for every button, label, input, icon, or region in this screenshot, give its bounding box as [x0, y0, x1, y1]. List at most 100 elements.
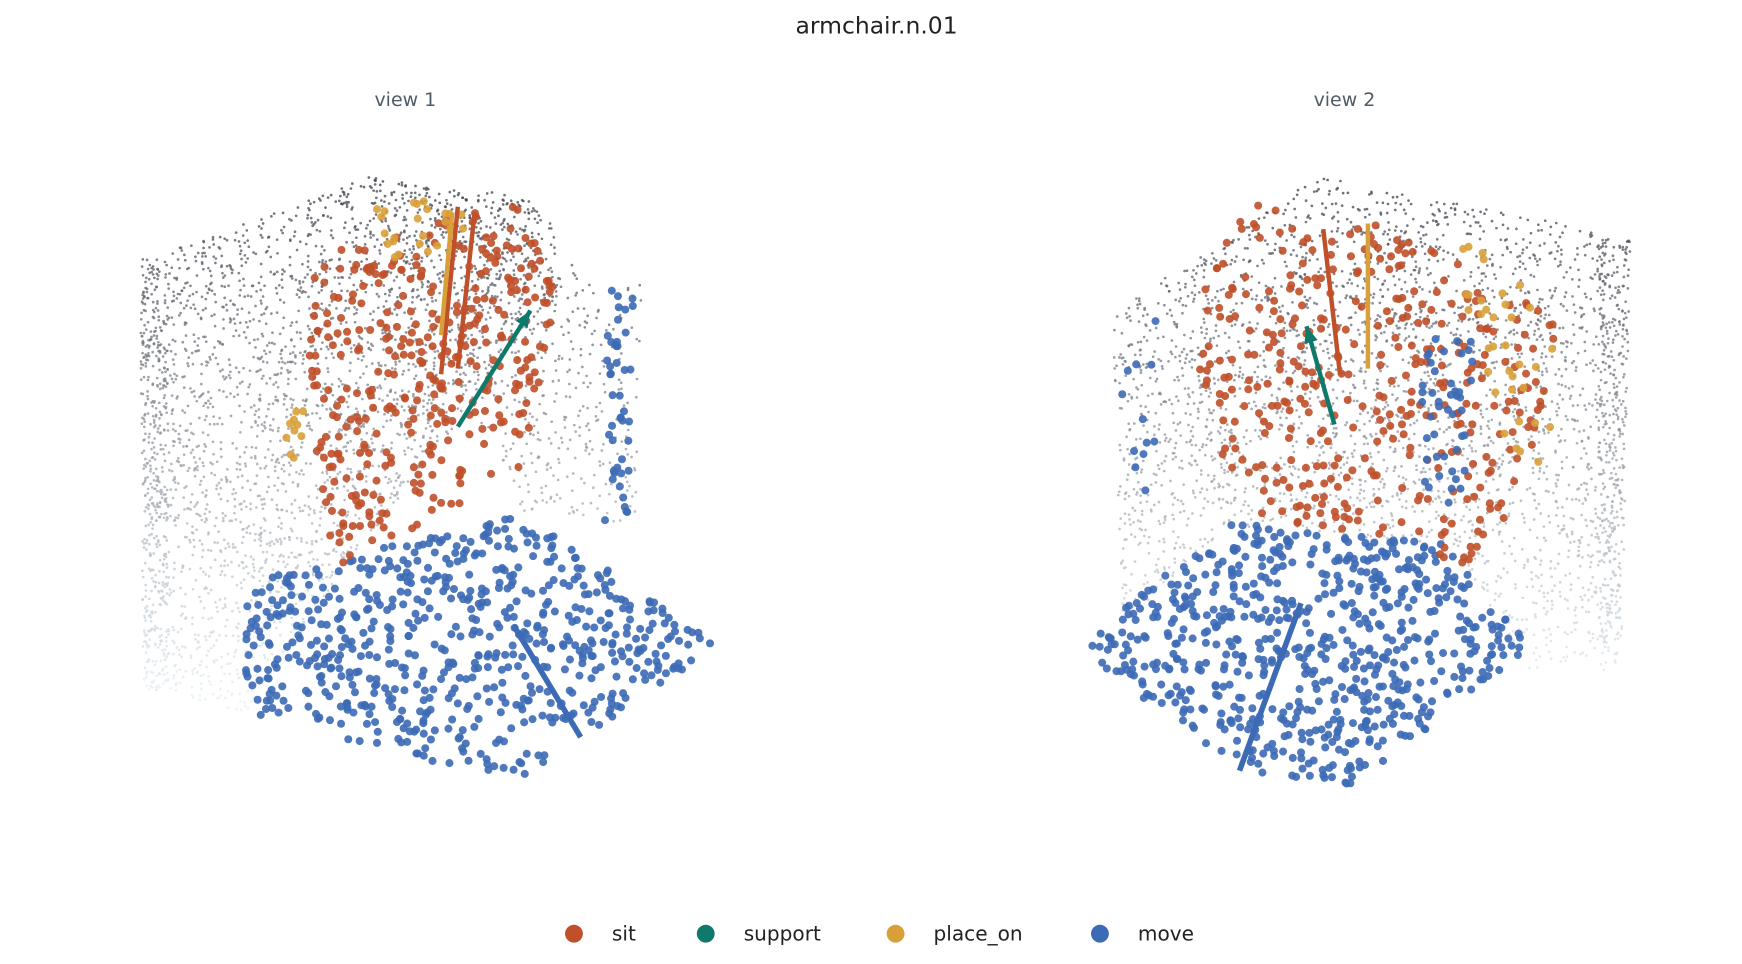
frame-point — [346, 405, 350, 409]
frame-point — [306, 265, 310, 269]
frame-point — [265, 305, 269, 309]
frame-point — [152, 478, 156, 482]
frame-point — [497, 214, 500, 218]
frame-point — [1587, 588, 1591, 592]
frame-point — [1339, 466, 1343, 470]
frame-point — [190, 492, 194, 496]
frame-point — [279, 540, 283, 543]
frame-point — [236, 475, 240, 479]
frame-point — [342, 485, 346, 488]
frame-point — [430, 296, 434, 300]
frame-point — [1155, 449, 1158, 453]
frame-point — [194, 637, 197, 641]
frame-point — [560, 357, 564, 360]
frame-point — [307, 199, 311, 203]
frame-point — [220, 254, 224, 258]
frame-point — [338, 470, 342, 474]
frame-point — [435, 439, 439, 443]
frame-point — [354, 236, 358, 240]
frame-point — [249, 488, 252, 492]
frame-point — [339, 194, 342, 198]
frame-point — [1380, 516, 1384, 520]
frame-point — [191, 292, 195, 296]
frame-point — [581, 365, 584, 369]
frame-point — [1337, 497, 1341, 501]
frame-point — [264, 307, 268, 311]
frame-point — [1578, 278, 1581, 282]
affordance-point — [444, 724, 453, 733]
frame-point — [389, 390, 393, 393]
frame-point — [223, 597, 227, 600]
frame-point — [403, 201, 406, 205]
frame-point — [310, 542, 314, 546]
frame-point — [288, 473, 291, 476]
affordance-point — [409, 463, 418, 472]
frame-point — [375, 189, 379, 193]
frame-point — [635, 450, 639, 454]
frame-point — [242, 578, 246, 582]
affordance-point — [579, 581, 588, 590]
frame-point — [1497, 533, 1501, 536]
frame-point — [202, 404, 205, 408]
frame-point — [315, 228, 319, 232]
frame-point — [168, 272, 171, 275]
frame-point — [142, 375, 146, 379]
frame-point — [210, 471, 213, 475]
frame-point — [411, 404, 414, 407]
frame-point — [237, 564, 241, 567]
frame-point — [158, 410, 162, 414]
frame-point — [1548, 233, 1552, 236]
frame-point — [355, 288, 359, 292]
frame-point — [226, 690, 230, 693]
affordance-point — [605, 591, 614, 600]
affordance-point — [327, 663, 336, 672]
frame-point — [172, 641, 176, 645]
frame-point — [634, 490, 638, 494]
frame-point — [1532, 275, 1536, 278]
frame-point — [437, 192, 441, 196]
frame-point — [505, 237, 509, 241]
affordance-point — [342, 474, 351, 483]
frame-point — [498, 207, 502, 210]
frame-point — [520, 454, 524, 458]
frame-point — [145, 684, 148, 688]
frame-point — [631, 495, 634, 498]
frame-point — [191, 672, 195, 675]
frame-point — [403, 229, 406, 233]
frame-point — [303, 276, 307, 279]
frame-point — [299, 286, 303, 289]
frame-point — [207, 617, 210, 621]
frame-point — [242, 330, 246, 334]
frame-point — [1404, 506, 1408, 510]
frame-point — [372, 189, 375, 193]
frame-point — [148, 638, 152, 642]
frame-point — [549, 266, 552, 270]
frame-point — [544, 484, 548, 488]
frame-point — [300, 469, 303, 472]
frame-point — [1602, 292, 1606, 296]
affordance-point — [624, 643, 633, 652]
frame-point — [500, 262, 503, 266]
frame-point — [247, 385, 251, 389]
frame-point — [239, 288, 242, 292]
frame-point — [248, 532, 252, 535]
affordance-point — [608, 421, 617, 430]
affordance-point — [456, 479, 465, 488]
affordance-point — [344, 735, 353, 744]
frame-point — [207, 532, 210, 536]
affordance-point — [526, 682, 535, 691]
frame-point — [261, 295, 265, 298]
frame-point — [354, 487, 357, 491]
frame-point — [415, 295, 419, 299]
frame-point — [191, 448, 195, 452]
affordance-point — [622, 629, 631, 638]
frame-point — [386, 481, 390, 485]
frame-point — [144, 595, 147, 598]
frame-point — [141, 301, 145, 305]
frame-point — [523, 281, 527, 285]
frame-point — [215, 605, 219, 609]
frame-point — [141, 351, 144, 355]
frame-point — [170, 412, 174, 415]
frame-point — [287, 427, 290, 430]
